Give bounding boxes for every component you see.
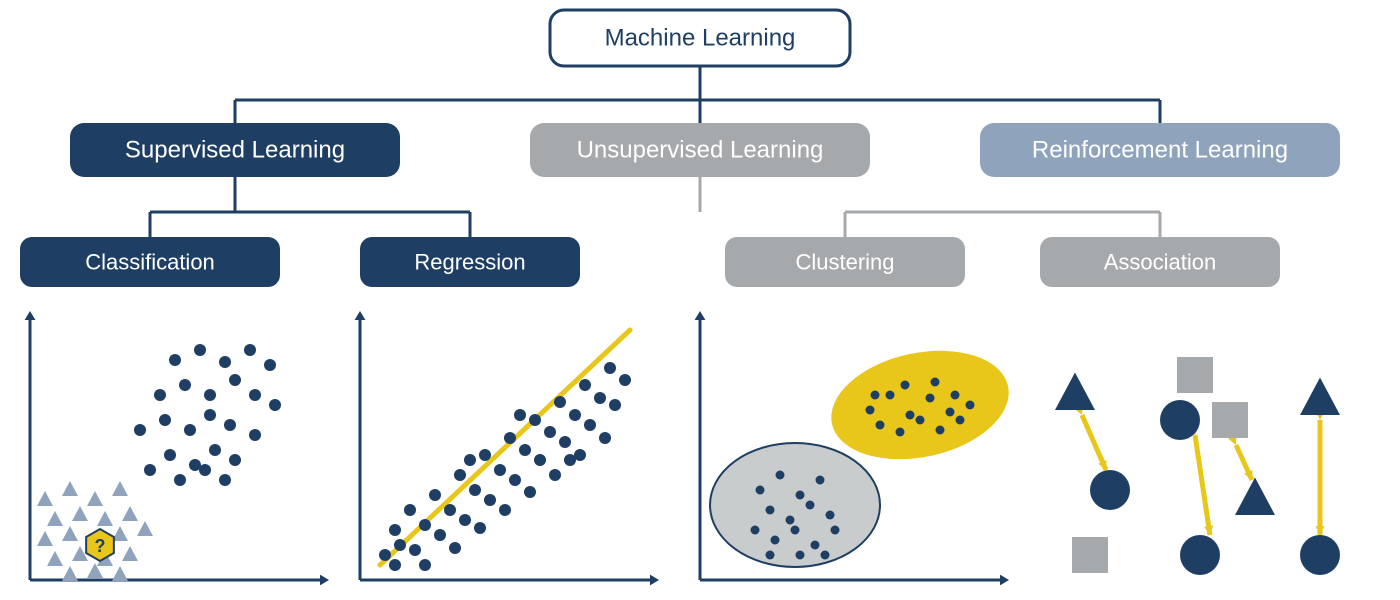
branch-reinforcement-label: Reinforcement Learning [1032, 137, 1288, 164]
circle-icon [1300, 535, 1340, 575]
leaf-clustering: Clustering [725, 237, 965, 287]
root-node: Machine Learning [550, 10, 850, 66]
square-icon [1177, 357, 1213, 393]
square-icon [1072, 537, 1108, 573]
circle-icon [1090, 470, 1130, 510]
association-arrow [1074, 405, 1106, 470]
classification-chart: ? [37, 344, 281, 581]
leaf-association: Association [1040, 237, 1280, 287]
leaf-association-label: Association [1104, 250, 1217, 275]
clustering-chart [710, 335, 1019, 567]
ml-taxonomy-diagram: Machine Learning Supervised Learning Unsup… [0, 0, 1400, 600]
branch-supervised-label: Supervised Learning [125, 137, 345, 164]
leaf-classification: Classification [20, 237, 280, 287]
circle-icon [1180, 535, 1220, 575]
regression-chart [379, 330, 631, 571]
association-arrow [1315, 411, 1324, 535]
branch-unsupervised-label: Unsupervised Learning [577, 137, 824, 164]
circle-icon [1160, 400, 1200, 440]
question-mark-icon: ? [95, 536, 106, 556]
leaf-classification-label: Classification [85, 250, 215, 275]
chart-axes [25, 311, 329, 585]
association-arrow [1189, 426, 1213, 535]
association-chart [1055, 357, 1340, 575]
leaf-regression-label: Regression [414, 250, 525, 275]
leaf-regression: Regression [360, 237, 580, 287]
branch-unsupervised: Unsupervised Learning [530, 123, 870, 177]
square-icon [1212, 402, 1248, 438]
branch-reinforcement: Reinforcement Learning [980, 123, 1340, 177]
association-arrow [1228, 435, 1252, 480]
leaf-clustering-label: Clustering [795, 250, 894, 275]
root-node-label: Machine Learning [605, 25, 796, 52]
branch-supervised: Supervised Learning [70, 123, 400, 177]
